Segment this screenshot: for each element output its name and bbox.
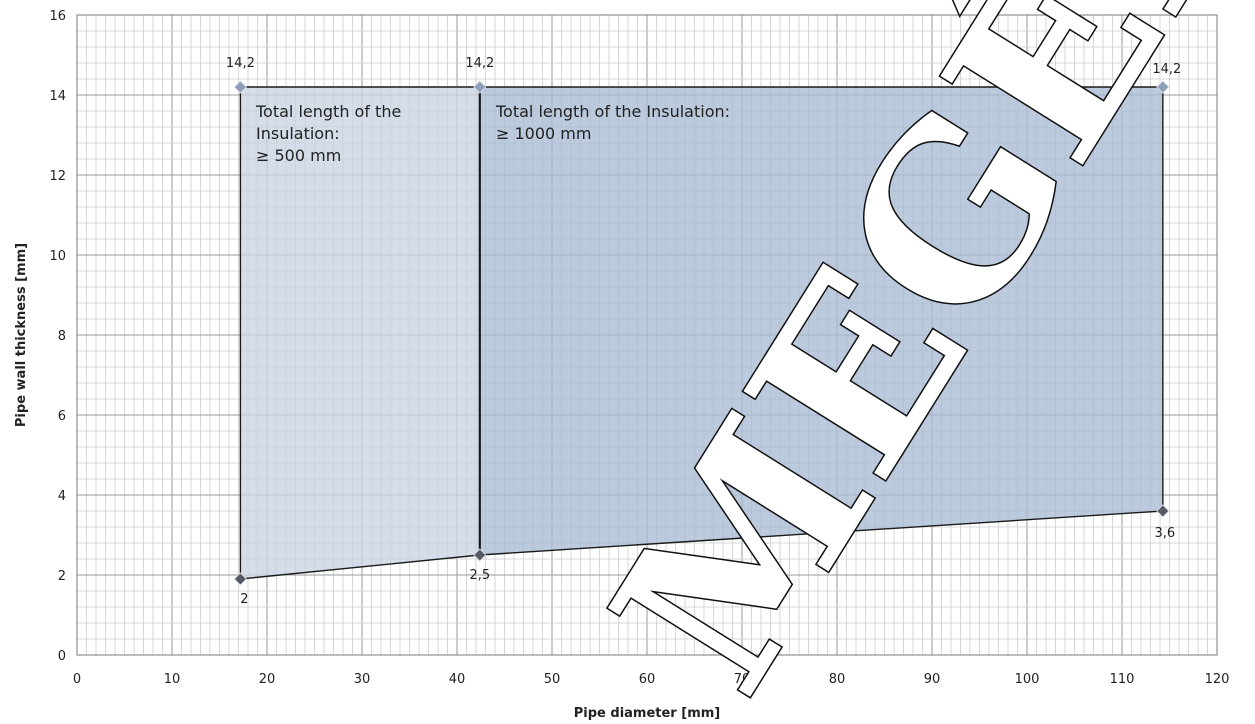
y-tick-label: 2 <box>58 569 66 584</box>
regions <box>240 87 1163 579</box>
x-tick-label: 120 <box>1205 672 1230 687</box>
y-axis-title: Pipe wall thickness [mm] <box>14 243 29 427</box>
x-tick-label: 70 <box>734 672 751 687</box>
bottom-left-boundary-line <box>240 554 480 580</box>
x-tick-label: 90 <box>924 672 941 687</box>
boundary-lines <box>239 86 1164 580</box>
x-tick-label: 80 <box>829 672 846 687</box>
x-tick-label: 20 <box>259 672 276 687</box>
axes: 0 10 20 30 40 50 60 70 80 90 100 110 120 0 2 4 6 8 10 12 14 1… <box>49 9 1229 687</box>
x-tick-label: 100 <box>1015 672 1040 687</box>
region-1-label: Total length of the Insulation: ≥ 500 mm <box>255 102 401 165</box>
y-tick-label: 14 <box>49 89 66 104</box>
data-point-marker <box>1156 80 1170 94</box>
data-point-label: 14,2 <box>1152 62 1181 77</box>
labels: Total length of the Insulation: ≥ 500 mmTo… <box>226 56 1181 607</box>
region-1-label-line: Total length of the <box>255 102 401 121</box>
x-axis-title: Pipe diameter [mm] <box>574 706 720 721</box>
data-point-label: 2,5 <box>469 568 490 583</box>
y-tick-label: 16 <box>49 9 66 24</box>
data-point-label: 2 <box>240 592 248 607</box>
region-2-label: Total length of the Insulation: ≥ 1000 mm <box>495 102 730 143</box>
data-point-marker <box>233 80 247 94</box>
data-point-label: 3,6 <box>1155 526 1176 541</box>
data-point-marker <box>1156 504 1170 518</box>
region-1-label-line: Insulation: <box>256 124 340 143</box>
y-tick-label: 4 <box>58 489 66 504</box>
y-tick-label: 10 <box>49 249 66 264</box>
region-2-label-line: Total length of the Insulation: <box>495 102 730 121</box>
x-tick-label: 110 <box>1110 672 1135 687</box>
x-tick-label: 0 <box>73 672 81 687</box>
x-tick-label: 60 <box>639 672 656 687</box>
data-point-marker <box>233 572 247 586</box>
y-tick-label: 8 <box>58 329 66 344</box>
x-tick-label: 10 <box>164 672 181 687</box>
region-2 <box>479 87 1163 555</box>
region-2-label-line: ≥ 1000 mm <box>496 124 591 143</box>
y-tick-label: 6 <box>58 409 66 424</box>
bottom-right-boundary-line <box>479 510 1163 556</box>
x-tick-label: 50 <box>544 672 561 687</box>
region-1 <box>240 87 480 579</box>
x-tick-label: 30 <box>354 672 371 687</box>
data-point-label: 14,2 <box>226 56 255 71</box>
region-1-label-line: ≥ 500 mm <box>256 146 341 165</box>
y-tick-label: 0 <box>58 649 66 664</box>
plot-frame <box>76 14 1218 656</box>
y-tick-label: 12 <box>49 169 66 184</box>
x-tick-label: 40 <box>449 672 466 687</box>
data-point-marker <box>473 548 487 562</box>
data-point-marker <box>473 80 487 94</box>
data-point-label: 14,2 <box>465 56 494 71</box>
data-points <box>233 80 1170 586</box>
